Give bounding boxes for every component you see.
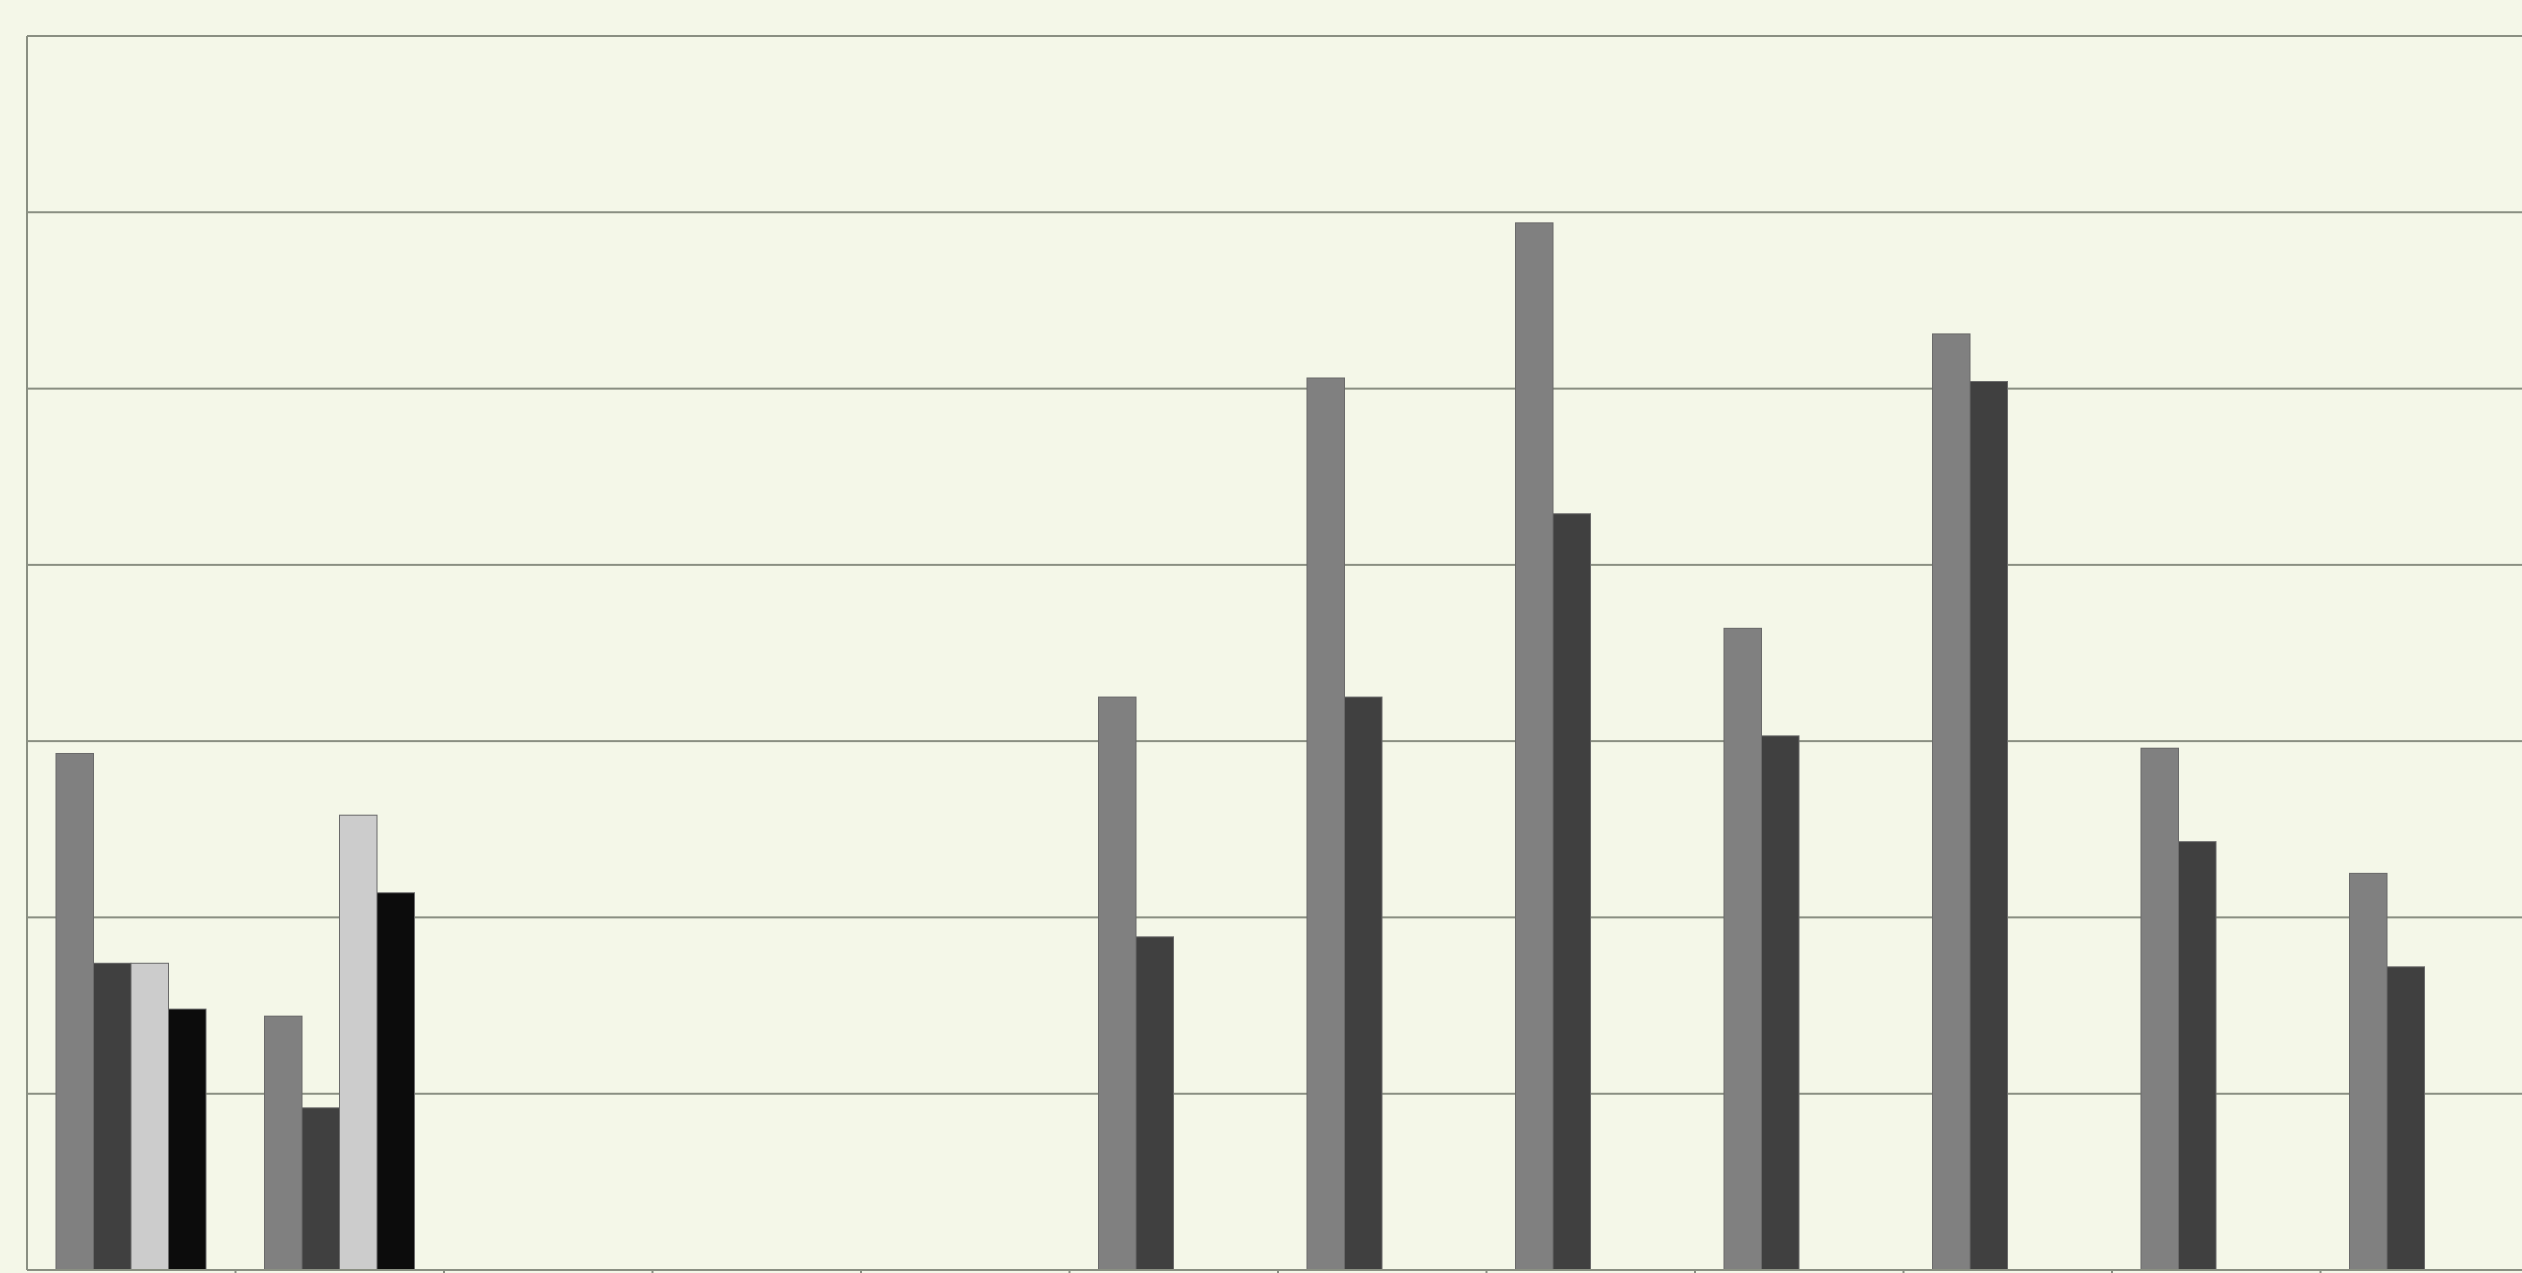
bar bbox=[301, 1107, 340, 1271]
bar bbox=[376, 892, 415, 1271]
bar bbox=[2349, 872, 2388, 1271]
bar bbox=[264, 1015, 303, 1271]
bar bbox=[168, 1008, 207, 1271]
bar bbox=[2386, 966, 2425, 1271]
gridlines bbox=[27, 35, 2522, 1095]
bar bbox=[1135, 936, 1174, 1271]
axes bbox=[26, 36, 2522, 1273]
bar bbox=[1723, 627, 1762, 1271]
bar bbox=[55, 752, 94, 1271]
bar bbox=[2140, 747, 2179, 1271]
bar bbox=[1932, 333, 1971, 1271]
bar bbox=[1761, 735, 1800, 1271]
bar bbox=[339, 814, 378, 1271]
bar bbox=[1306, 377, 1345, 1271]
plot-area bbox=[27, 36, 2522, 1270]
bar bbox=[1098, 696, 1137, 1271]
plot-background bbox=[27, 36, 2522, 1270]
bar bbox=[1344, 696, 1383, 1271]
bar bbox=[2178, 841, 2217, 1271]
bar bbox=[1515, 222, 1554, 1271]
bar bbox=[93, 962, 132, 1271]
bar bbox=[1552, 513, 1591, 1271]
bar bbox=[130, 962, 169, 1271]
bars bbox=[55, 222, 2425, 1271]
bar bbox=[1969, 381, 2008, 1271]
